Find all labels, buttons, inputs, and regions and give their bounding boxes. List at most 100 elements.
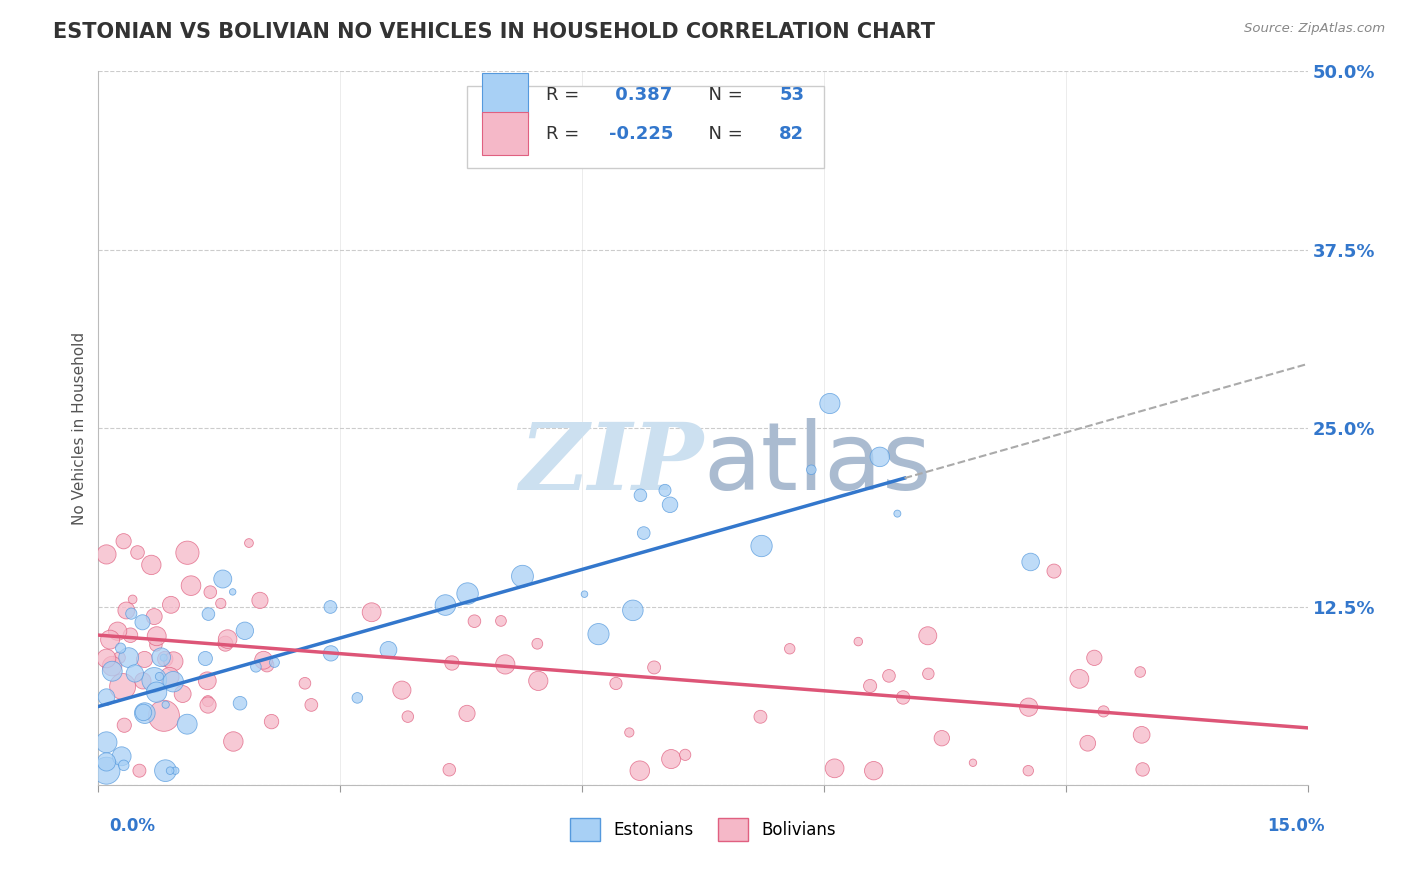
Point [132,673,155,688]
Point [194,651,217,665]
Point [1130,728,1153,742]
Point [654,483,676,498]
Point [110,641,132,656]
Point [779,641,801,656]
Point [494,657,516,672]
Point [917,666,939,681]
Point [886,507,908,521]
Point [96,548,118,562]
Point [162,654,184,668]
Point [619,725,641,739]
Point [112,758,135,772]
Point [396,709,419,723]
Point [260,714,283,729]
Point [96,735,118,749]
Point [1092,705,1115,719]
Point [112,534,135,549]
Point [633,526,655,541]
Point [256,658,278,673]
FancyBboxPatch shape [482,112,527,155]
Point [1129,665,1152,679]
Point [440,656,463,670]
Point [346,690,368,705]
Point [150,650,173,665]
Point [141,558,163,572]
Point [1019,555,1042,569]
Point [1132,763,1154,777]
Point [101,664,124,678]
Point [160,598,183,612]
Point [869,450,891,464]
Point [1043,564,1066,578]
Point [108,650,131,665]
Point [172,687,194,701]
Text: R =: R = [546,125,585,143]
FancyBboxPatch shape [467,86,824,168]
Point [824,761,846,775]
Point [200,585,222,599]
Point [1083,650,1105,665]
Point [859,679,882,693]
Point [673,747,696,762]
Point [659,752,682,766]
Point [214,637,236,651]
Text: 82: 82 [779,125,804,143]
Point [145,629,167,643]
Point [118,650,141,665]
Point [131,615,153,630]
Point [574,587,596,601]
Point [197,698,219,712]
Point [112,718,135,732]
Point [891,690,914,705]
Point [463,614,485,628]
Text: atlas: atlas [703,417,931,510]
Point [96,755,118,769]
Point [155,652,177,666]
Point [233,624,256,638]
Point [229,696,252,710]
Point [628,764,651,778]
Point [749,710,772,724]
Text: Source: ZipAtlas.com: Source: ZipAtlas.com [1244,22,1385,36]
Point [294,676,316,690]
Point [222,734,245,748]
Point [143,673,166,687]
Legend: Estonians, Bolivians: Estonians, Bolivians [562,811,844,848]
Point [527,673,550,688]
Point [643,660,665,674]
Point [588,627,610,641]
Point [917,629,939,643]
Point [221,585,243,599]
Point [209,596,232,610]
Point [299,698,322,712]
Point [456,706,478,721]
Point [1077,736,1099,750]
Point [862,764,884,778]
Point [751,539,773,553]
Point [217,632,239,646]
Point [621,603,644,617]
Point [360,605,382,619]
Point [165,764,187,778]
Point [489,614,512,628]
Point [111,749,134,764]
Point [659,498,682,512]
Point [176,546,198,560]
Point [159,670,181,684]
Point [143,609,166,624]
Text: 0.0%: 0.0% [110,817,156,835]
Point [195,673,218,688]
Point [1018,700,1040,714]
Point [180,579,202,593]
Text: -0.225: -0.225 [609,125,673,143]
Point [512,569,534,583]
Text: ZIP: ZIP [519,419,703,508]
Point [439,763,461,777]
Y-axis label: No Vehicles in Household: No Vehicles in Household [72,332,87,524]
Point [962,756,984,770]
Point [121,592,143,607]
Point [145,638,167,652]
Point [526,637,548,651]
Text: 0.387: 0.387 [609,87,672,104]
Point [877,669,900,683]
